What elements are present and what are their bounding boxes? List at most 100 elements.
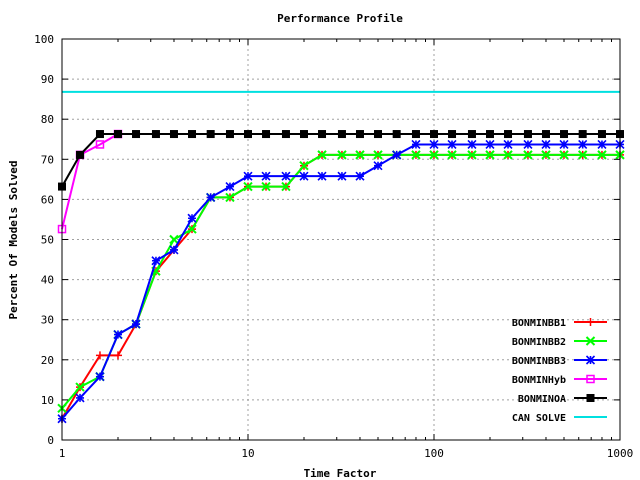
data-point: [206, 130, 215, 139]
y-tick-label: 20: [41, 354, 54, 367]
data-point: [95, 351, 104, 360]
x-tick-label: 100: [424, 447, 444, 460]
data-point: [447, 150, 457, 160]
data-point: [586, 394, 595, 402]
data-point: [467, 150, 477, 160]
data-point: [485, 139, 495, 150]
data-point: [151, 130, 160, 139]
data-point: [132, 130, 141, 139]
data-point: [131, 319, 141, 329]
data-point: [447, 139, 457, 150]
legend-label: BONMINOA: [518, 394, 566, 405]
data-point: [169, 234, 179, 245]
data-point: [597, 130, 606, 139]
series-group: [57, 90, 625, 424]
data-point: [541, 139, 551, 150]
series-bonminbb3: [57, 139, 625, 424]
data-point: [355, 171, 365, 181]
y-tick-label: 50: [41, 234, 54, 247]
legend: BONMINBB1 BONMINBB2 BONMINBB3 BONMINHyb BONM…: [512, 318, 607, 424]
data-point: [169, 245, 179, 255]
data-point: [578, 130, 587, 139]
data-point: [337, 171, 347, 181]
data-point: [151, 256, 161, 266]
data-point: [76, 150, 85, 159]
data-point: [523, 139, 533, 150]
y-tick-label: 30: [41, 314, 54, 327]
x-tick-label: 1: [59, 447, 66, 460]
data-point: [523, 150, 533, 160]
x-tick-label: 1000: [607, 447, 634, 460]
y-tick-label: 10: [41, 394, 54, 407]
legend-entry: BONMINBB3: [512, 355, 607, 367]
data-point: [337, 150, 347, 160]
data-point: [317, 171, 327, 181]
data-point: [243, 171, 253, 181]
data-point: [523, 130, 532, 139]
data-point: [318, 130, 327, 139]
data-point: [281, 171, 291, 181]
data-point: [503, 150, 513, 160]
data-point: [243, 181, 253, 192]
data-point: [430, 130, 438, 139]
data-point: [262, 130, 271, 139]
data-point: [373, 150, 383, 160]
data-point: [244, 130, 252, 139]
data-point: [541, 150, 551, 160]
data-point: [374, 130, 383, 139]
data-point: [448, 130, 457, 139]
legend-label: CAN SOLVE: [512, 413, 566, 424]
legend-entry: BONMINBB1: [512, 318, 607, 329]
legend-label: BONMINHyb: [512, 375, 566, 386]
data-point: [559, 150, 569, 160]
data-point: [467, 130, 476, 139]
data-point: [355, 150, 365, 160]
data-point: [225, 182, 235, 192]
y-tick-label: 80: [41, 113, 54, 126]
data-point: [281, 181, 291, 192]
legend-label: BONMINBB1: [512, 318, 566, 329]
data-point: [429, 150, 439, 160]
data-point: [317, 150, 327, 160]
data-point: [411, 139, 421, 150]
x-tick-label: 10: [241, 447, 254, 460]
data-point: [597, 139, 607, 150]
data-point: [585, 336, 596, 346]
y-tick-label: 60: [41, 193, 54, 206]
data-point: [560, 130, 569, 139]
series-bonminbb2: [57, 150, 625, 414]
data-point: [95, 372, 105, 382]
data-point: [261, 171, 271, 181]
data-point: [429, 139, 439, 150]
data-point: [559, 139, 569, 150]
data-point: [75, 382, 85, 392]
data-point: [75, 393, 85, 403]
data-point: [281, 130, 290, 139]
data-point: [373, 161, 383, 171]
data-point: [187, 224, 197, 234]
data-point: [188, 130, 197, 139]
data-point: [299, 161, 309, 171]
series-line: [61, 133, 119, 230]
chart-title: Performance Profile: [277, 12, 403, 25]
data-point: [225, 192, 235, 203]
data-point: [504, 130, 513, 139]
data-point: [597, 150, 607, 160]
grid-lines: [62, 39, 620, 440]
legend-entry: BONMINOA: [518, 394, 607, 405]
y-tick-label: 90: [41, 73, 54, 86]
legend-entry: CAN SOLVE: [512, 413, 607, 424]
data-point: [355, 130, 364, 139]
data-point: [299, 171, 309, 181]
data-point: [485, 130, 494, 139]
data-point: [225, 130, 234, 139]
data-point: [541, 130, 550, 139]
legend-label: BONMINBB2: [512, 337, 566, 348]
legend-entry: BONMINHyb: [512, 374, 607, 386]
data-point: [411, 150, 421, 160]
data-point: [113, 329, 123, 340]
data-point: [261, 181, 271, 192]
data-point: [586, 318, 595, 326]
